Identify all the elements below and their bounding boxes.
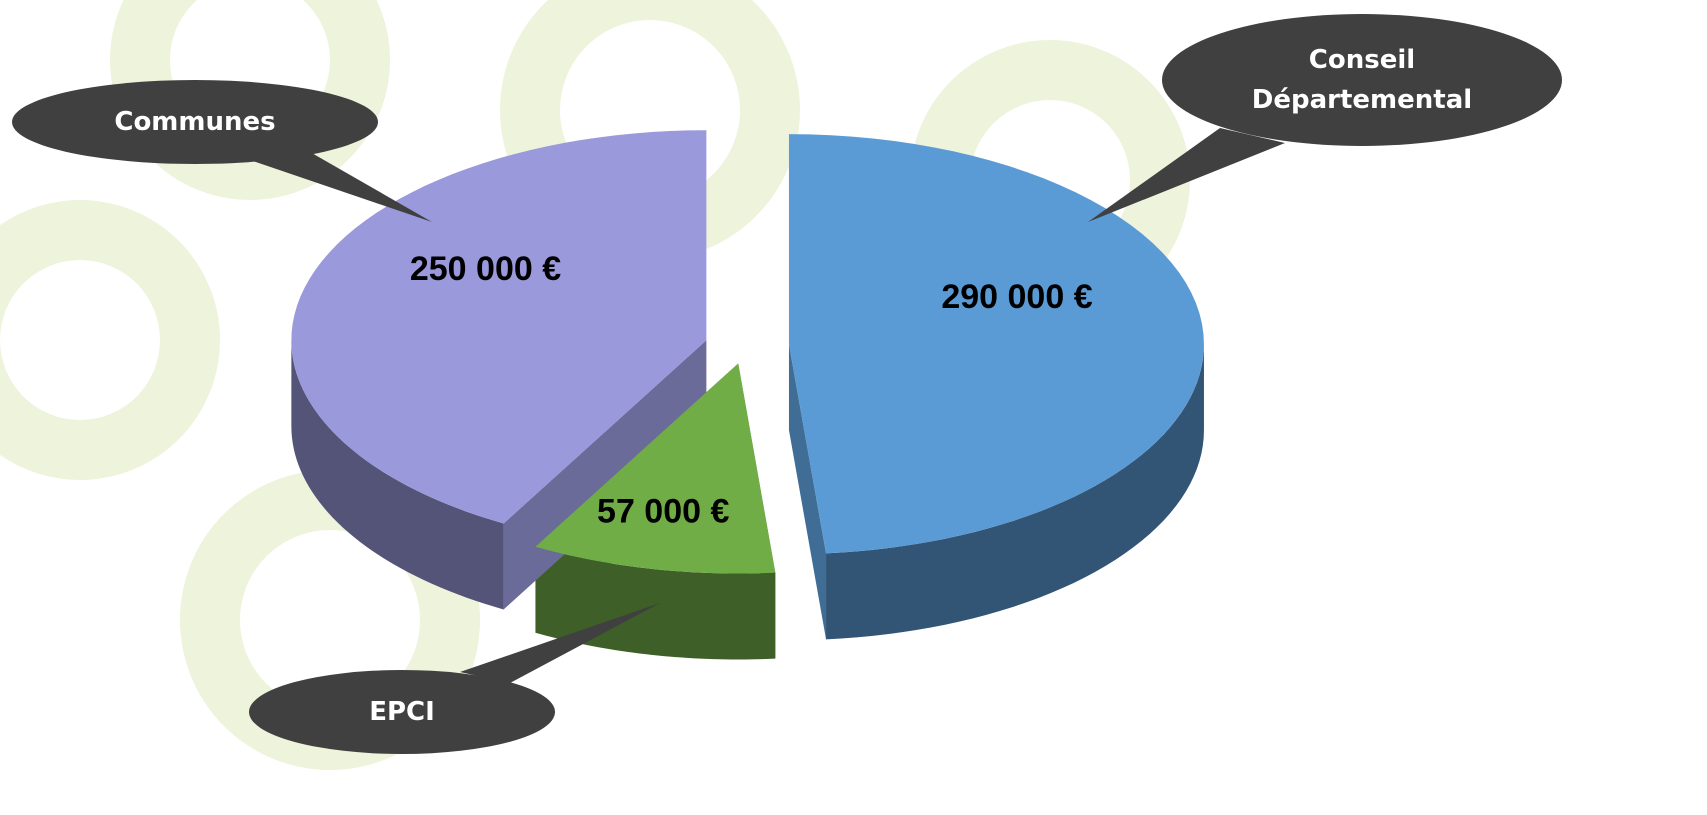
slice-wall <box>788 344 827 640</box>
callout-pointer <box>250 152 432 222</box>
callout-bubble <box>249 670 555 754</box>
value-label: 290 000 € <box>941 278 1092 316</box>
slice <box>788 134 1204 554</box>
pie: 290 000 € 57 000 € 250 000 € <box>291 130 1204 660</box>
category-label: EPCI <box>369 697 435 727</box>
category-label: Communes <box>114 107 276 137</box>
callout-pointer <box>1088 128 1285 222</box>
slice <box>535 363 776 574</box>
value-label: 250 000 € <box>410 250 561 288</box>
callout-bubble <box>1162 14 1562 146</box>
category-label: Conseil Départemental <box>1251 45 1473 115</box>
callouts <box>12 14 1562 754</box>
slice-side <box>826 344 1204 640</box>
callout-bubble <box>12 80 378 164</box>
slice-side <box>291 340 504 610</box>
value-label: 57 000 € <box>597 492 729 530</box>
slice <box>291 130 707 524</box>
callout-pointer <box>460 603 660 683</box>
